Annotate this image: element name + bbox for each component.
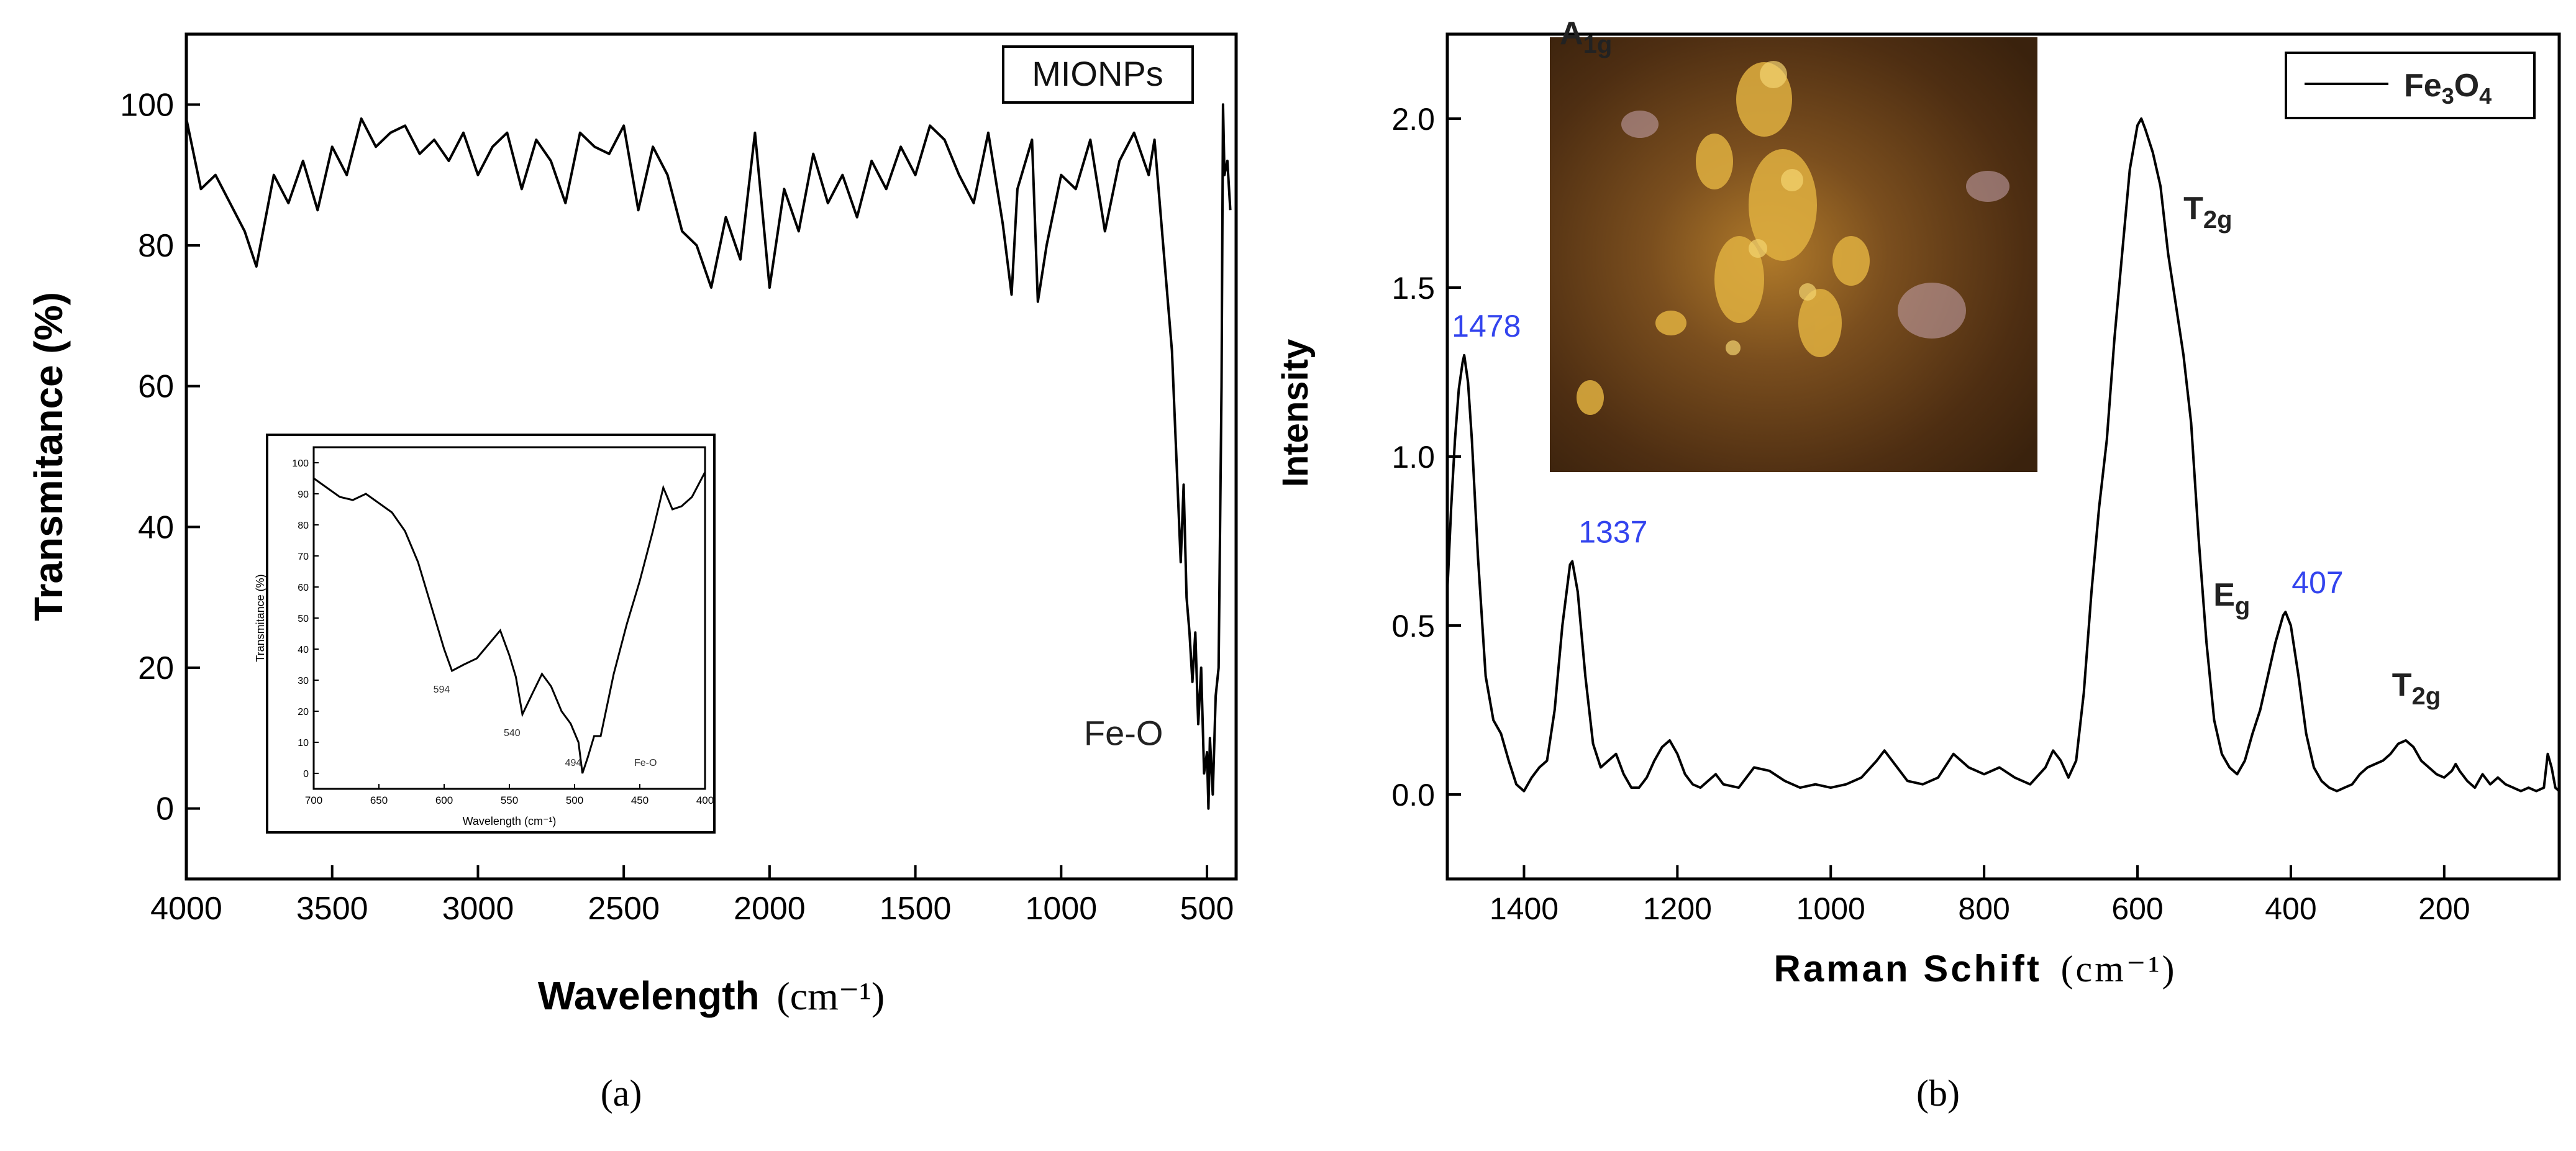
inset-spectrum-line — [314, 471, 705, 774]
y-tick-label-b: 0.5 — [1391, 609, 1435, 644]
x-tick-label-a: 3500 — [296, 891, 368, 927]
legend-box-a — [1002, 45, 1194, 104]
legend-label-fe3o4: Fe3O4 — [2404, 68, 2492, 109]
mode-label-A1g: A1g — [1560, 16, 1612, 58]
inset-x-tick-label: 450 — [631, 794, 649, 806]
inset-y-axis-label: Transmitance (%) — [254, 574, 266, 662]
inset-annotation: 594 — [434, 685, 450, 695]
x-ticks-a: 4000 3500 3000 2500 2000 1500 1000 500 — [150, 865, 1234, 927]
mode-label-T2g: T2g — [2183, 191, 2232, 234]
peak-label-1337: 1337 — [1578, 515, 1647, 550]
mode-label-Eg: Eg — [2213, 577, 2250, 620]
inset-y-tick-label: 100 — [292, 458, 309, 469]
inset-x-axis-label: Wavelength (cm⁻¹) — [463, 815, 557, 827]
y-axis-label-b: Intensity — [1275, 339, 1316, 488]
y-axis-label-a: Transmitance (%) — [26, 292, 71, 621]
inset-y-tick-label: 50 — [298, 614, 309, 624]
x-ticks-b: 1400 1200 1000 800 600 400 200 — [1490, 865, 2470, 926]
inset-y-tick-label: 30 — [298, 676, 309, 686]
y-tick-label-a: 100 — [120, 87, 174, 123]
inset-x-tick-label: 550 — [501, 794, 518, 806]
inset-x-ticks: 700 650 600 550 500 450 400 — [305, 784, 714, 806]
panel-label-a: (a) — [601, 1073, 642, 1114]
x-tick-label-b: 1400 — [1490, 891, 1559, 926]
inset-y-ticks: 0 10 20 30 40 50 60 70 80 90 100 — [292, 458, 319, 780]
ir-spectrum-line — [186, 103, 1232, 810]
x-tick-label-a: 4000 — [150, 891, 222, 927]
inset-annotation: Fe-O — [634, 758, 657, 768]
x-tick-label-b: 600 — [2111, 891, 2163, 926]
inset-x-tick-label: 500 — [566, 794, 583, 806]
axes-frame-a — [184, 32, 1238, 881]
y-tick-label-b: 2.0 — [1391, 102, 1435, 137]
y-ticks-a: 0 20 40 60 80 100 — [120, 87, 200, 827]
peak-label-1478: 1478 — [1452, 309, 1521, 343]
x-tick-label-b: 1200 — [1643, 891, 1712, 926]
x-tick-label-a: 2500 — [588, 891, 660, 927]
inset-annotations: 594 540 494 Fe-O — [434, 685, 657, 768]
micrograph-image — [1550, 37, 2037, 472]
legend-label-mionps: MIONPs — [1032, 54, 1163, 93]
inset-y-tick-label: 0 — [303, 769, 309, 780]
x-tick-label-a: 500 — [1180, 891, 1234, 927]
inset-frame-outer — [266, 434, 716, 834]
inset-x-tick-label: 600 — [435, 794, 453, 806]
x-axis-label-b: Raman Schift (cm⁻¹) — [1773, 948, 2177, 989]
y-tick-label-b: 1.0 — [1391, 440, 1435, 475]
y-ticks-b: 0.0 0.5 1.0 1.5 2.0 — [1391, 102, 1461, 812]
annotation-fe-o: Fe-O — [1084, 714, 1163, 753]
inset-x-tick-label: 400 — [696, 794, 714, 806]
inset-chart: 0 10 20 30 40 50 60 70 80 90 100 700 650 600 550 500 45… — [254, 434, 716, 834]
y-tick-label-a: 20 — [138, 650, 174, 686]
inset-annotation: 494 — [565, 758, 582, 768]
inset-y-tick-label: 70 — [298, 552, 309, 562]
inset-x-tick-label: 700 — [305, 794, 322, 806]
x-axis-label-a: Wavelength (cm⁻¹) — [538, 973, 885, 1018]
x-tick-label-b: 800 — [1958, 891, 2009, 926]
x-tick-label-b: 400 — [2265, 891, 2316, 926]
peak-label-407: 407 — [2292, 565, 2343, 600]
x-tick-label-a: 1500 — [880, 891, 952, 927]
y-tick-label-a: 80 — [138, 228, 174, 264]
panel-b: 0.0 0.5 1.0 1.5 2.0 1400 1200 1000 800 600 400 200… — [1275, 16, 2561, 1114]
inset-y-tick-label: 20 — [298, 707, 309, 717]
inset-y-tick-label: 40 — [298, 645, 309, 655]
inset-x-tick-label: 650 — [370, 794, 388, 806]
x-tick-label-a: 3000 — [442, 891, 514, 927]
raman-spectrum-line — [1447, 117, 2559, 793]
legend-box-b — [2285, 52, 2536, 119]
inset-y-tick-label: 10 — [298, 738, 309, 748]
y-tick-label-b: 1.5 — [1391, 271, 1435, 306]
y-tick-label-a: 60 — [138, 369, 174, 405]
y-tick-label-b: 0.0 — [1391, 778, 1435, 812]
peak-labels: 1478 1337 407 — [1452, 309, 2344, 600]
inset-y-tick-label: 90 — [298, 489, 309, 500]
x-tick-label-a: 1000 — [1025, 891, 1097, 927]
mode-label-T2g: T2g — [2392, 667, 2441, 710]
x-tick-label-a: 2000 — [734, 891, 806, 927]
x-tick-label-b: 200 — [2418, 891, 2470, 926]
panel-label-b: (b) — [1916, 1073, 1960, 1114]
y-tick-label-a: 40 — [138, 509, 174, 545]
y-tick-label-a: 0 — [156, 791, 174, 827]
inset-y-tick-label: 80 — [298, 521, 309, 531]
inset-y-tick-label: 60 — [298, 583, 309, 593]
x-tick-label-b: 1000 — [1796, 891, 1865, 926]
mode-labels: A1g T2g Eg T2g — [1560, 16, 2441, 710]
inset-annotation: 540 — [504, 728, 521, 739]
